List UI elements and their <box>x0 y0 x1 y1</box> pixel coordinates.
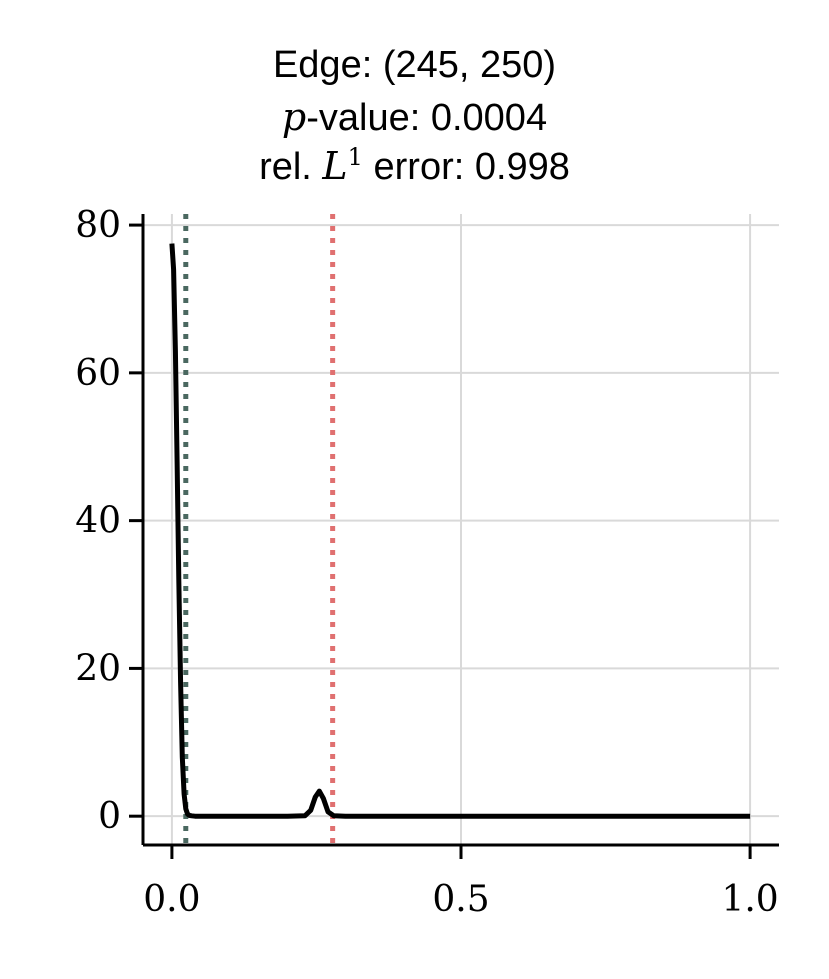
x-tick-label: 0.0 <box>143 879 200 920</box>
chart-title-line-3: rel. L1 error: 0.998 <box>0 143 829 189</box>
l-symbol: L <box>322 144 348 188</box>
y-tick-label: 60 <box>75 353 121 394</box>
reference-lines <box>183 214 336 845</box>
y-tick-label: 40 <box>75 501 121 542</box>
series-line <box>169 243 751 819</box>
error-text: error: 0.998 <box>362 146 570 188</box>
p-symbol: p <box>281 95 307 139</box>
y-tick-label: 0 <box>98 796 121 837</box>
x-tick-label: 0.5 <box>432 879 489 920</box>
rel-prefix: rel. <box>259 146 323 188</box>
ticks: 0.0 0.5 1.0 0 20 40 60 80 <box>75 205 779 920</box>
y-tick-label: 80 <box>75 205 121 246</box>
x-tick-label: 1.0 <box>721 879 778 920</box>
y-tick-label: 20 <box>75 648 121 689</box>
p-value-text: -value: 0.0004 <box>306 97 548 139</box>
l-superscript: 1 <box>347 143 363 171</box>
data-series <box>169 243 751 819</box>
chart-title-line-1: Edge: (245, 250) <box>272 44 557 86</box>
grid-lines <box>143 214 779 845</box>
chart-title-line-2: p-value: 0.0004 <box>0 95 829 140</box>
